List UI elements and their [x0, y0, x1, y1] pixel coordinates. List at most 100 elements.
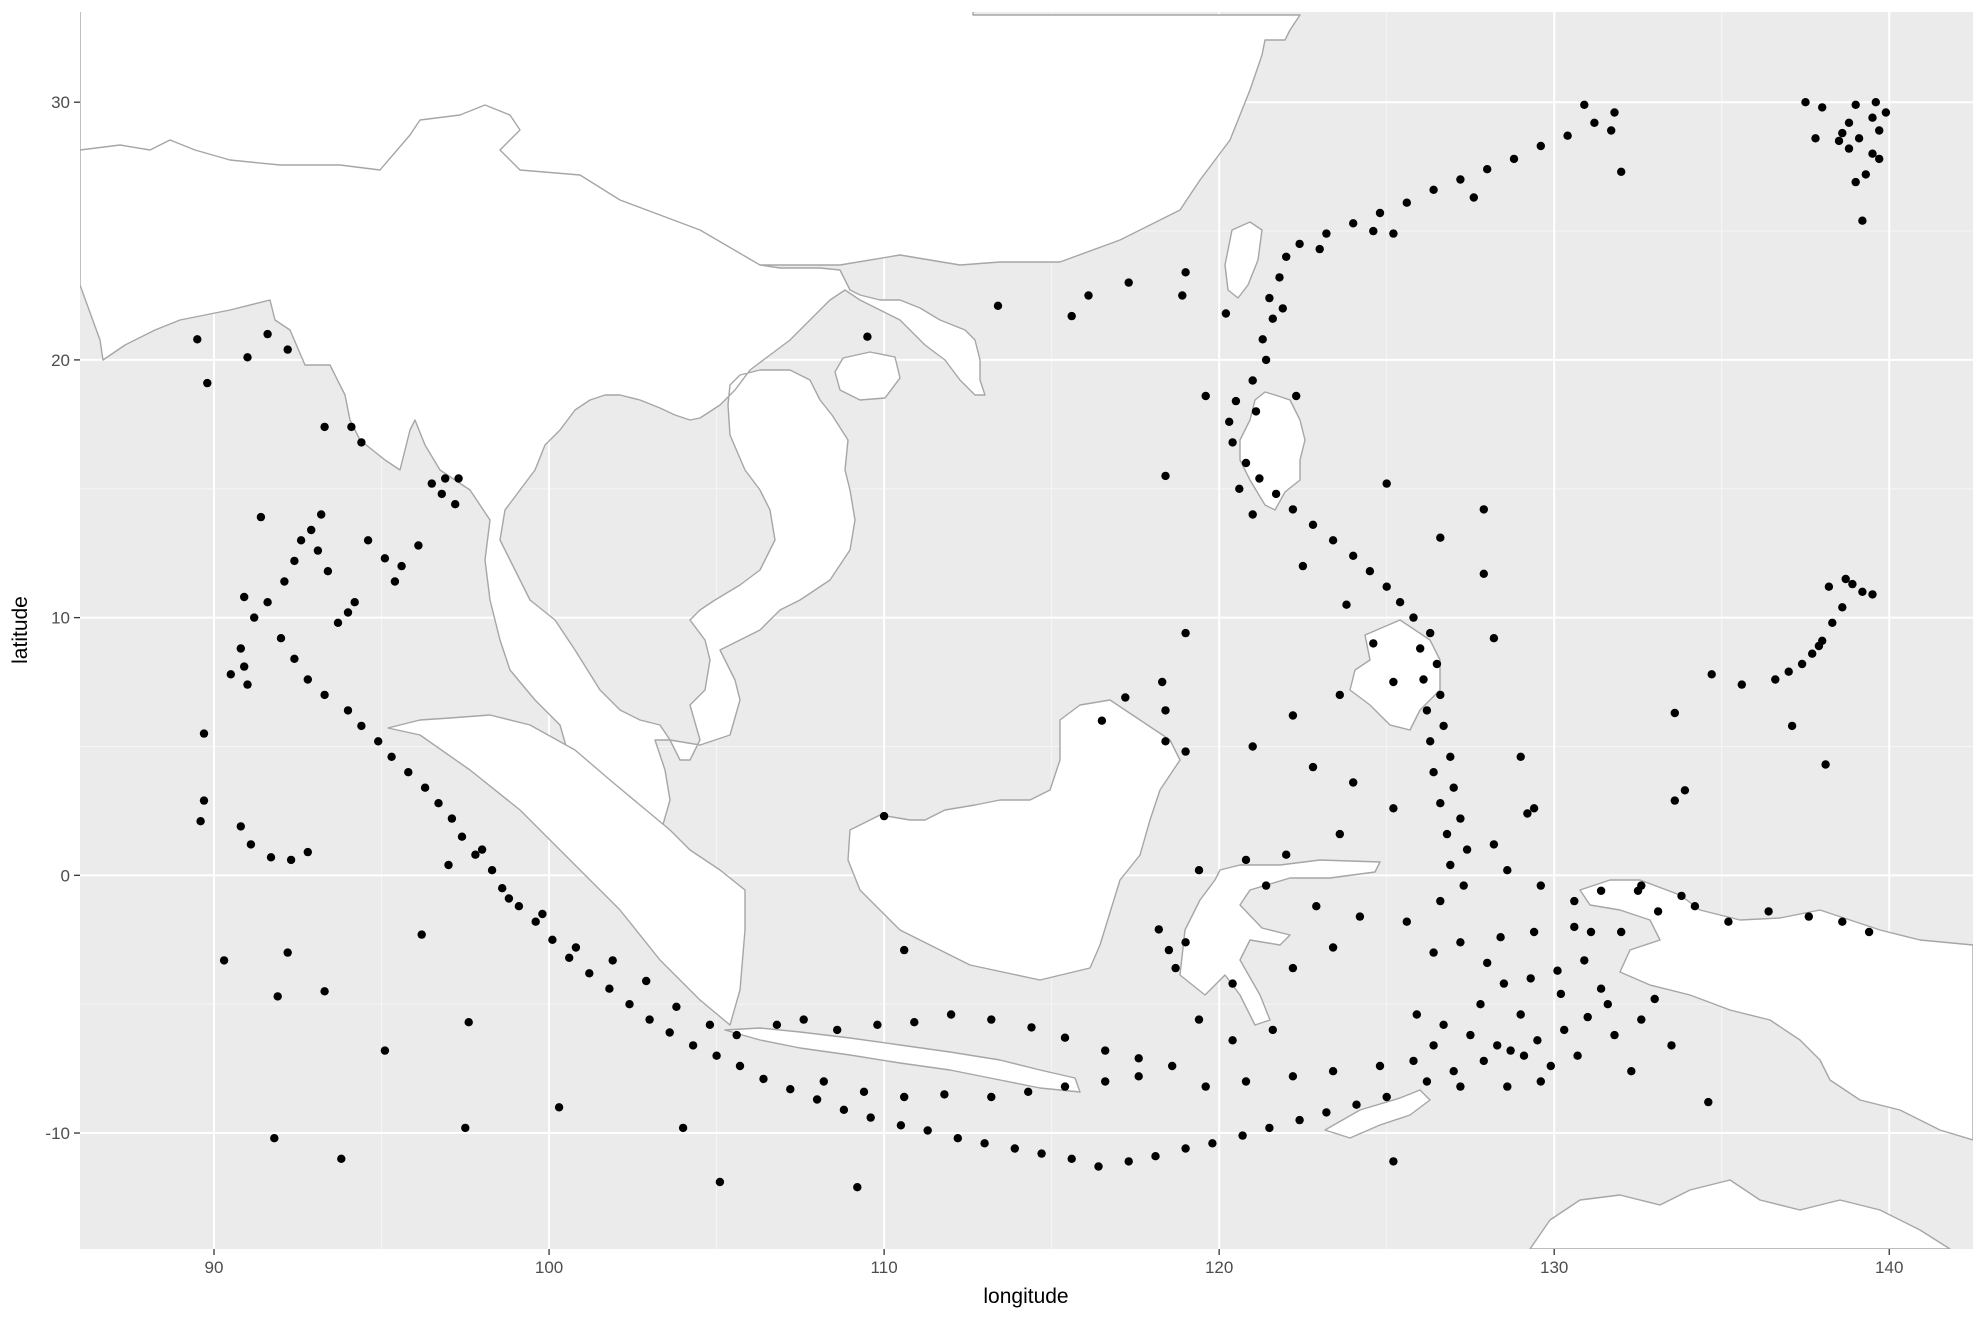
data-point [1596, 886, 1606, 895]
data-point [1248, 376, 1257, 385]
data-point [1861, 170, 1871, 179]
data-point [1436, 896, 1445, 906]
data-point [812, 1095, 822, 1104]
data-point [1436, 690, 1445, 700]
data-point [343, 608, 353, 617]
data-point [236, 644, 245, 653]
data-point [1858, 587, 1867, 596]
data-point [1426, 737, 1435, 746]
landmasses [80, 12, 1973, 1249]
data-point [1610, 1030, 1619, 1040]
data-point [608, 956, 617, 965]
data-point [1804, 912, 1814, 921]
data-point [1570, 896, 1579, 906]
x-tick-label: 120 [1205, 1258, 1233, 1277]
data-point [1633, 886, 1643, 895]
data-point [1194, 866, 1204, 875]
data-point [417, 930, 426, 939]
data-point [1181, 1144, 1190, 1153]
land-borneo [847, 699, 1181, 981]
data-point [1288, 711, 1298, 720]
data-point [799, 1015, 808, 1024]
land-java [724, 1027, 1081, 1093]
data-point [819, 1077, 828, 1086]
data-point [1496, 933, 1505, 942]
y-tick-label: -10 [45, 1124, 70, 1143]
data-point [1536, 141, 1546, 151]
data-point [1838, 128, 1847, 138]
land-new-guinea [1579, 879, 1973, 1141]
data-point [1154, 925, 1164, 934]
data-point [464, 1018, 473, 1027]
data-point [1375, 208, 1385, 218]
data-point [1412, 1010, 1422, 1019]
data-point [1308, 762, 1318, 772]
data-point [313, 546, 323, 555]
data-point [219, 956, 229, 965]
data-point [1617, 167, 1626, 176]
data-point [900, 945, 909, 955]
data-point [1670, 708, 1680, 718]
data-point [1677, 891, 1686, 901]
data-point [715, 1177, 725, 1187]
data-point [953, 1134, 962, 1143]
data-point [1449, 1067, 1458, 1076]
land-timor [1324, 1089, 1431, 1139]
data-point [1201, 1082, 1210, 1091]
x-tick-label: 100 [535, 1258, 563, 1277]
data-point [1328, 943, 1338, 952]
data-point [1821, 760, 1830, 769]
data-point [303, 675, 312, 684]
data-point [1181, 628, 1190, 638]
data-point [1241, 458, 1251, 468]
data-point [910, 1018, 919, 1027]
data-point [772, 1020, 782, 1029]
data-point [1121, 693, 1130, 702]
data-point [1476, 1000, 1485, 1009]
data-point [1828, 618, 1837, 627]
data-point [1429, 948, 1438, 957]
data-point [1395, 598, 1405, 607]
y-tick-label: 20 [51, 351, 70, 370]
data-point [434, 799, 443, 808]
data-point [1134, 1072, 1143, 1081]
data-point [437, 489, 446, 499]
data-point [317, 510, 326, 519]
data-point [1854, 134, 1864, 143]
data-point [1181, 268, 1190, 277]
data-point [1261, 881, 1271, 890]
data-point [487, 866, 497, 875]
data-point [1248, 510, 1257, 519]
data-point [343, 706, 353, 715]
data-point [1516, 752, 1525, 761]
data-point [1315, 244, 1324, 254]
data-point [240, 592, 249, 602]
data-point [1161, 471, 1170, 481]
data-point [1228, 438, 1237, 447]
data-point [853, 1183, 862, 1192]
data-point [303, 847, 312, 857]
data-point [390, 577, 400, 586]
data-point [1449, 783, 1458, 792]
data-point [1288, 1072, 1298, 1081]
land-taiwan [1224, 221, 1263, 299]
data-point [1369, 639, 1378, 648]
data-point [1282, 850, 1291, 859]
data-point [444, 860, 453, 870]
data-point [307, 525, 316, 535]
data-point [1680, 786, 1690, 795]
data-point [1416, 644, 1425, 653]
land-sulawesi [1179, 859, 1381, 1026]
data-point [1308, 520, 1318, 529]
data-point [1784, 667, 1793, 676]
data-point [786, 1085, 795, 1094]
data-point [1583, 1012, 1592, 1022]
data-point [1556, 989, 1566, 999]
data-point [283, 948, 292, 957]
data-point [1349, 778, 1358, 787]
data-point [735, 1061, 745, 1071]
data-point [1573, 1051, 1582, 1060]
data-point [427, 479, 436, 488]
data-point [256, 512, 266, 522]
